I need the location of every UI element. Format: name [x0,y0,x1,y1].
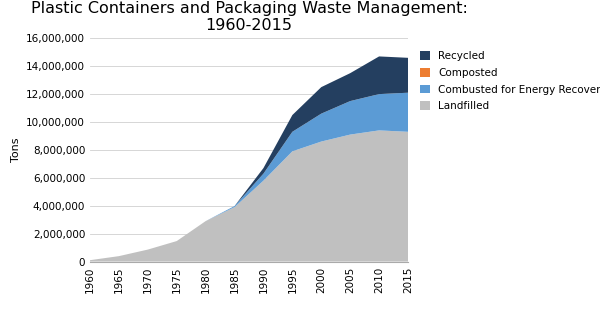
Y-axis label: Tons: Tons [11,138,20,162]
Title: Plastic Containers and Packaging Waste Management:
1960-2015: Plastic Containers and Packaging Waste M… [31,1,467,33]
Legend: Recycled, Composted, Combusted for Energy Recovery, Landfilled: Recycled, Composted, Combusted for Energ… [416,48,600,115]
